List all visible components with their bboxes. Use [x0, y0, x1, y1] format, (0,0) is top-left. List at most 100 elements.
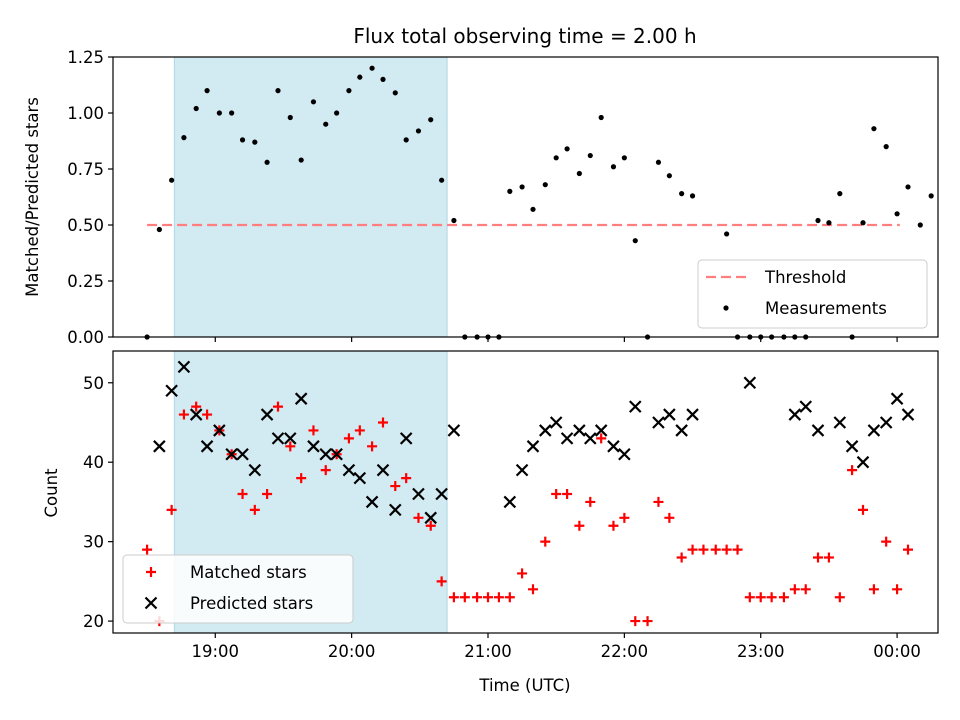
matched-stars-point — [262, 488, 273, 499]
predicted-stars-point — [845, 440, 859, 453]
predicted-stars-point — [833, 416, 847, 429]
x-tick-label: 23:00 — [737, 642, 785, 661]
measurement-point — [346, 88, 352, 94]
measurement-point — [357, 74, 363, 80]
matched-stars-point — [296, 473, 307, 484]
measurement-point — [530, 206, 536, 212]
measurement-point — [298, 157, 304, 163]
matched-stars-point — [413, 512, 424, 523]
measurement-point — [323, 121, 329, 127]
predicted-stars-point — [799, 400, 813, 413]
predicted-stars-point — [618, 447, 631, 461]
matched-stars-point — [687, 544, 698, 555]
predicted-stars-point — [307, 440, 320, 453]
predicted-stars-point — [686, 408, 699, 421]
measurement-point — [587, 152, 593, 159]
matched-stars-point — [698, 544, 709, 555]
top-y-axis-label: Matched/Predicted stars — [23, 97, 42, 297]
matched-stars-point — [367, 441, 378, 452]
measurement-point — [632, 238, 638, 244]
matched-stars-point — [504, 592, 515, 603]
matched-stars-point — [732, 544, 743, 555]
legend-predicted-marker — [144, 596, 158, 610]
chart-title: Flux total observing time = 2.00 h — [353, 24, 696, 48]
matched-stars-point — [868, 584, 879, 595]
measurement-point — [883, 144, 889, 150]
x-tick-label: 21:00 — [464, 642, 512, 661]
measurement-point — [193, 105, 199, 112]
matched-stars-point — [308, 425, 319, 436]
y-tick-label: 0.50 — [67, 216, 104, 235]
predicted-stars-point — [879, 416, 893, 429]
measurement-point — [610, 164, 617, 170]
matched-stars-point — [800, 584, 811, 595]
measurement-point — [275, 88, 281, 94]
matched-stars-point — [630, 616, 641, 627]
top-panel: 0.00 0.25 0.50 0.75 1.00 1.25 Threshold Measure… — [67, 48, 939, 347]
matched-stars-point — [343, 433, 354, 444]
matched-stars-point — [390, 481, 401, 492]
measurement-point — [204, 88, 210, 94]
measurement-point — [928, 193, 934, 199]
axes-frame — [112, 56, 939, 338]
measurement-point — [598, 114, 604, 121]
matched-stars-point — [320, 465, 331, 476]
predicted-stars-point — [503, 495, 517, 509]
matched-stars-point — [778, 592, 789, 603]
predicted-stars-point — [628, 400, 642, 413]
measurement-point — [310, 99, 317, 105]
measurement-point — [239, 137, 246, 143]
measurement-point — [621, 155, 627, 161]
legend-measurement-marker — [723, 305, 729, 311]
measurement-point — [860, 220, 866, 226]
matched-stars-point — [721, 544, 732, 555]
y-tick-label: 30 — [83, 533, 104, 552]
measurement-point — [666, 173, 672, 179]
predicted-stars-point — [165, 384, 178, 397]
matched-stars-point — [273, 401, 283, 412]
measurement-point — [917, 222, 923, 228]
measurement-point — [439, 177, 445, 183]
predicted-stars-point — [607, 440, 620, 453]
predicted-stars-point — [663, 408, 676, 421]
measurement-point — [679, 191, 685, 197]
matched-stars-point — [813, 552, 823, 563]
predicted-stars-point — [225, 447, 238, 461]
matched-stars-point — [744, 592, 755, 603]
matched-stars-point — [892, 584, 903, 595]
matched-stars-point — [608, 520, 619, 531]
measurement-point — [403, 137, 409, 143]
matched-stars-point — [847, 465, 858, 476]
matched-stars-point — [596, 433, 607, 444]
legend-box — [697, 259, 928, 329]
matched-stars-point — [166, 504, 177, 515]
bottom-y-axis-label: Count — [42, 468, 61, 518]
matched-stars-point — [903, 544, 913, 555]
measurement-point — [216, 110, 222, 116]
matched-stars-point — [823, 552, 834, 563]
matched-stars-point — [710, 544, 721, 555]
y-tick-label: 0.00 — [67, 328, 104, 347]
legend-label: Matched stars — [190, 563, 307, 582]
matched-stars-point — [472, 592, 483, 603]
matched-stars-point — [178, 409, 189, 420]
measurement-point — [837, 191, 843, 197]
predicted-stars-point — [675, 424, 688, 437]
predicted-stars-point — [890, 392, 904, 405]
matched-stars-point — [191, 401, 202, 412]
predicted-stars-point — [424, 511, 438, 525]
predicted-stars-point — [399, 432, 413, 445]
predicted-stars-point — [200, 440, 214, 453]
legend-label: Threshold — [764, 268, 846, 287]
measurement-point — [871, 126, 877, 132]
legend-box — [122, 554, 354, 624]
y-tick-label: 0.25 — [67, 272, 104, 291]
measurement-point — [724, 231, 730, 237]
predicted-stars-point — [788, 408, 802, 421]
matched-stars-point — [562, 488, 573, 499]
measurement-point — [252, 139, 258, 145]
x-tick-label: 19:00 — [191, 642, 239, 661]
observing-window-shade — [173, 56, 448, 338]
matched-stars-point — [766, 592, 777, 603]
measurement-point — [519, 184, 525, 190]
